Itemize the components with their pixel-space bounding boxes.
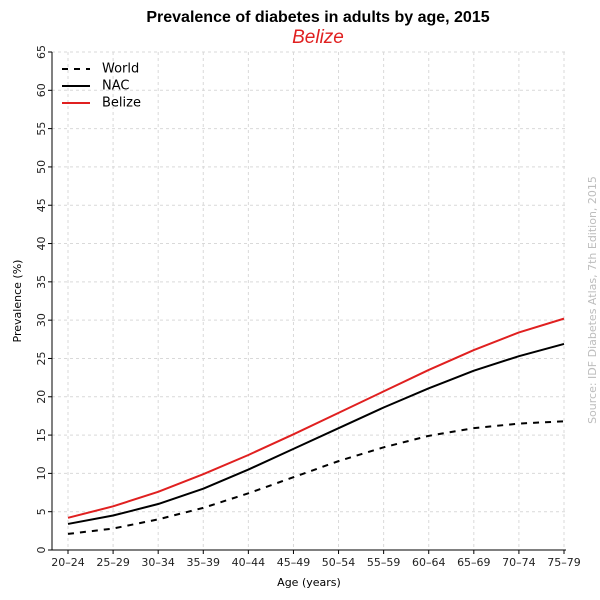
y-axis-title: Prevalence (%): [11, 260, 24, 343]
y-tick-label: 60: [35, 83, 48, 97]
series-line-belize: [67, 317, 565, 519]
x-tick-label: 65–69: [457, 556, 491, 569]
x-tick-label: 30–34: [141, 556, 175, 569]
y-tick-label: 20: [35, 390, 48, 404]
grid: [52, 51, 566, 550]
x-tick-label: 55–59: [367, 556, 401, 569]
x-tick-label: 20–24: [51, 556, 85, 569]
chart-title: Prevalence of diabetes in adults by age,…: [146, 9, 489, 26]
x-tick-label: 50–54: [322, 556, 356, 569]
series-line-nac: [67, 342, 565, 525]
y-tick-label: 30: [35, 313, 48, 327]
x-tick-label: 40–44: [232, 556, 266, 569]
x-tick-label: 60–64: [412, 556, 446, 569]
y-tick-label: 65: [35, 45, 48, 59]
legend: World NAC Belize: [62, 62, 141, 111]
y-tick-label: 15: [35, 428, 48, 442]
y-tick-label: 55: [35, 122, 48, 136]
y-tick-label: 10: [35, 466, 48, 480]
x-tick-label: 35–39: [187, 556, 221, 569]
legend-label-nac: NAC: [102, 79, 129, 94]
y-tick-label: 0: [35, 547, 48, 554]
x-axis-ticks: 20–24 25–29 30–34 35–39 40–44 45–49 50–54 55–59…: [51, 550, 581, 569]
y-tick-label: 25: [35, 351, 48, 365]
y-tick-label: 35: [35, 275, 48, 289]
source-note: Source: IDF Diabetes Atlas, 7th Edition,…: [586, 176, 599, 424]
y-tick-label: 45: [35, 198, 48, 212]
y-axis-ticks: 0 5 10 15 20 25 30 35 40 45 50 55 60 65: [35, 45, 52, 554]
series-line-world: [67, 420, 565, 535]
legend-label-world: World: [102, 62, 139, 77]
y-tick-label: 50: [35, 160, 48, 174]
series: [67, 317, 565, 535]
y-tick-label: 5: [35, 508, 48, 515]
x-tick-label: 75–79: [547, 556, 581, 569]
legend-label-belize: Belize: [102, 96, 141, 111]
y-tick-label: 40: [35, 237, 48, 251]
x-axis-title: Age (years): [277, 576, 341, 589]
x-tick-label: 25–29: [96, 556, 130, 569]
x-tick-label: 45–49: [277, 556, 311, 569]
x-tick-label: 70–74: [502, 556, 536, 569]
chart-subtitle: Belize: [292, 27, 344, 48]
